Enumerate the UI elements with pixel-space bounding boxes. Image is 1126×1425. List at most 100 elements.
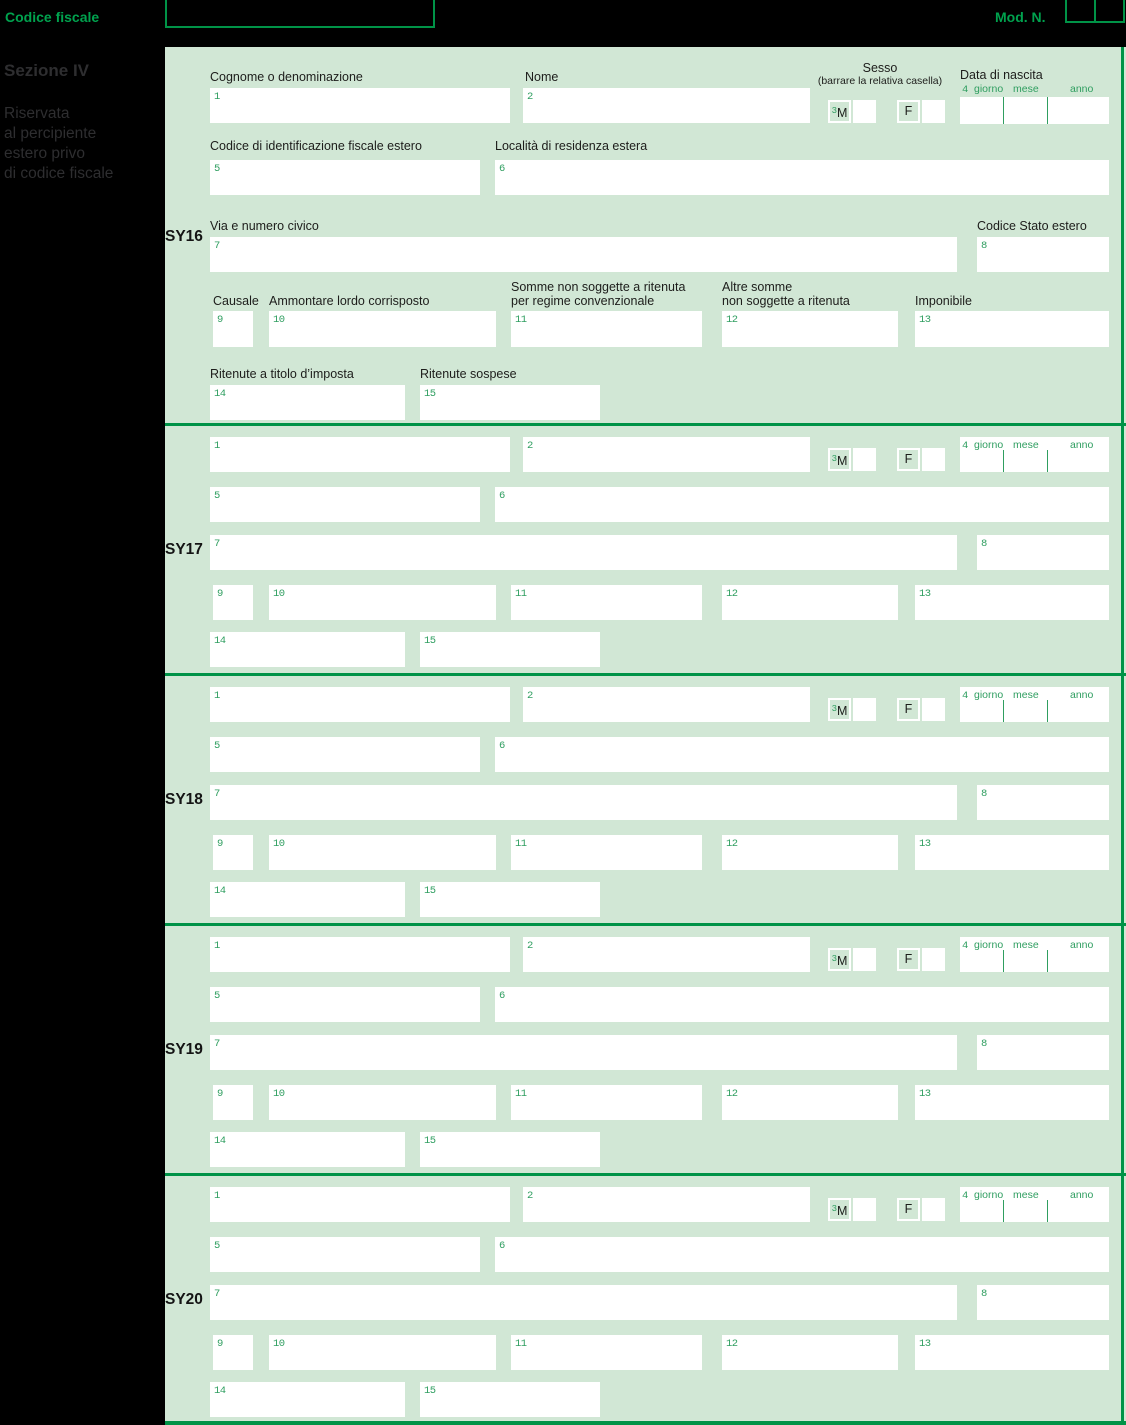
sy20-field-10-input[interactable]: 10 xyxy=(269,1335,496,1370)
sy20-sesso-m-checkbox[interactable] xyxy=(853,1198,876,1221)
sy17-sesso-m-checkbox[interactable] xyxy=(853,448,876,471)
sy20-field-12-input[interactable]: 12 xyxy=(722,1335,898,1370)
sy19-field-11-input[interactable]: 11 xyxy=(511,1085,702,1120)
sy16-field-9-input[interactable]: 9 xyxy=(213,311,253,347)
sy19-field-10-input[interactable]: 10 xyxy=(269,1085,496,1120)
sy17-field-12-input[interactable]: 12 xyxy=(722,585,898,620)
sy20-field-1-input[interactable]: 1 xyxy=(210,1187,510,1222)
sy17-field-5-input[interactable]: 5 xyxy=(210,487,480,522)
sy17-field-7-input[interactable]: 7 xyxy=(210,535,957,570)
sy20-field-13-input[interactable]: 13 xyxy=(915,1335,1109,1370)
sy17-field-10-input[interactable]: 10 xyxy=(269,585,496,620)
sy16-field-15-input[interactable]: 15 xyxy=(420,385,600,420)
sy18-sesso-m-checkbox[interactable] xyxy=(853,698,876,721)
sy19-field-14-input[interactable]: 14 xyxy=(210,1132,405,1167)
sy19-field-5-input[interactable]: 5 xyxy=(210,987,480,1022)
sy18-field-14-input[interactable]: 14 xyxy=(210,882,405,917)
sesso-label: Sesso xyxy=(862,61,898,75)
sy20-field-11-input[interactable]: 11 xyxy=(511,1335,702,1370)
date-divider-mese-anno xyxy=(1047,450,1048,472)
sesso-f-text: F xyxy=(904,104,913,118)
sy17-field-1-input[interactable]: 1 xyxy=(210,437,510,472)
sy18-field-5-input[interactable]: 5 xyxy=(210,737,480,772)
date-divider-giorno-mese xyxy=(1003,1200,1004,1222)
sesso-m-text: M xyxy=(836,106,848,120)
sy16-field-12-input[interactable]: 12 xyxy=(722,311,898,347)
sy17-field-11-input[interactable]: 11 xyxy=(511,585,702,620)
sy20-field-8-input[interactable]: 8 xyxy=(977,1285,1109,1320)
sy17-field-13-input[interactable]: 13 xyxy=(915,585,1109,620)
anno-label: anno xyxy=(1070,83,1094,95)
sy18-field-1-input[interactable]: 1 xyxy=(210,687,510,722)
sy18-field-11-input[interactable]: 11 xyxy=(511,835,702,870)
sy19-sesso-f-checkbox[interactable] xyxy=(922,948,945,971)
sy17-field-6-input[interactable]: 6 xyxy=(495,487,1109,522)
sy18-field-6-input[interactable]: 6 xyxy=(495,737,1109,772)
sy18-field-13-input[interactable]: 13 xyxy=(915,835,1109,870)
sy20-field-4-date-input[interactable] xyxy=(960,1187,1109,1222)
sy19-field-7-input[interactable]: 7 xyxy=(210,1035,957,1070)
sy20-field-7-input[interactable]: 7 xyxy=(210,1285,957,1320)
sy18-field-7-input[interactable]: 7 xyxy=(210,785,957,820)
giorno-label: giorno xyxy=(974,83,1004,95)
sy17-field-4-date-input[interactable] xyxy=(960,437,1109,472)
sy20-field-14-input[interactable]: 14 xyxy=(210,1382,405,1417)
sy17-field-2-input[interactable]: 2 xyxy=(523,437,810,472)
sy19-field-2-input[interactable]: 2 xyxy=(523,937,810,972)
sy18-sesso-f-checkbox[interactable] xyxy=(922,698,945,721)
sy16-sesso-m-checkbox[interactable] xyxy=(853,100,876,123)
sy19-field-9-input[interactable]: 9 xyxy=(213,1085,253,1120)
field-15-number: 15 xyxy=(424,885,436,897)
sy20-field-5-input[interactable]: 5 xyxy=(210,1237,480,1272)
sy17-field-9-input[interactable]: 9 xyxy=(213,585,253,620)
sy17-field-14-input[interactable]: 14 xyxy=(210,632,405,667)
sy20-sesso-f-checkbox[interactable] xyxy=(922,1198,945,1221)
mod-n-boxes[interactable] xyxy=(1065,0,1125,23)
mese-label: mese xyxy=(1013,83,1039,95)
sy18-field-15-input[interactable]: 15 xyxy=(420,882,600,917)
sy20-field-6-input[interactable]: 6 xyxy=(495,1237,1109,1272)
sy16-field-11-input[interactable]: 11 xyxy=(511,311,702,347)
sy18-field-12-input[interactable]: 12 xyxy=(722,835,898,870)
field-1-number: 1 xyxy=(214,690,220,702)
sy20-field-2-input[interactable]: 2 xyxy=(523,1187,810,1222)
sy16-field-14-input[interactable]: 14 xyxy=(210,385,405,420)
sy16-field-1-input[interactable]: 1 xyxy=(210,88,510,123)
sy18-field-2-input[interactable]: 2 xyxy=(523,687,810,722)
sy19-field-8-input[interactable]: 8 xyxy=(977,1035,1109,1070)
sy19-field-1-input[interactable]: 1 xyxy=(210,937,510,972)
sy17-field-8-input[interactable]: 8 xyxy=(977,535,1109,570)
sy18-field-4-date-input[interactable] xyxy=(960,687,1109,722)
sy20-field-9-input[interactable]: 9 xyxy=(213,1335,253,1370)
sy16-sesso-f-checkbox[interactable] xyxy=(922,100,945,123)
field-2-number: 2 xyxy=(527,91,533,103)
sy18-field-9-input[interactable]: 9 xyxy=(213,835,253,870)
field-7-number: 7 xyxy=(214,1288,220,1300)
sy16-field-8-input[interactable]: 8 xyxy=(977,237,1109,272)
sesso-m-text: M xyxy=(836,704,848,718)
sy19-field-6-input[interactable]: 6 xyxy=(495,987,1109,1022)
sy19-field-15-input[interactable]: 15 xyxy=(420,1132,600,1167)
codice-fiscale-input[interactable] xyxy=(165,0,435,28)
section-code-sy18: SY18 xyxy=(165,791,203,808)
sy17-sesso-f-checkbox[interactable] xyxy=(922,448,945,471)
field-14-number: 14 xyxy=(214,635,226,647)
sy16-field-7-input[interactable]: 7 xyxy=(210,237,957,272)
sy16-field-13-input[interactable]: 13 xyxy=(915,311,1109,347)
sy20-field-15-input[interactable]: 15 xyxy=(420,1382,600,1417)
sy18-field-10-input[interactable]: 10 xyxy=(269,835,496,870)
sy19-field-13-input[interactable]: 13 xyxy=(915,1085,1109,1120)
field-5-number: 5 xyxy=(214,990,220,1002)
sy19-field-12-input[interactable]: 12 xyxy=(722,1085,898,1120)
sy16-field-4-date-input[interactable] xyxy=(960,97,1109,124)
sy16-field-2-input[interactable]: 2 xyxy=(523,88,810,123)
sy17-field-15-input[interactable]: 15 xyxy=(420,632,600,667)
sy18-field-8-input[interactable]: 8 xyxy=(977,785,1109,820)
sy19-sesso-m-checkbox[interactable] xyxy=(853,948,876,971)
section-title: Sezione IV xyxy=(4,61,90,80)
sy19-field-4-date-input[interactable] xyxy=(960,937,1109,972)
field-15-number: 15 xyxy=(424,1385,436,1397)
sy16-field-6-input[interactable]: 6 xyxy=(495,160,1109,195)
sy16-field-5-input[interactable]: 5 xyxy=(210,160,480,195)
sy16-field-10-input[interactable]: 10 xyxy=(269,311,496,347)
